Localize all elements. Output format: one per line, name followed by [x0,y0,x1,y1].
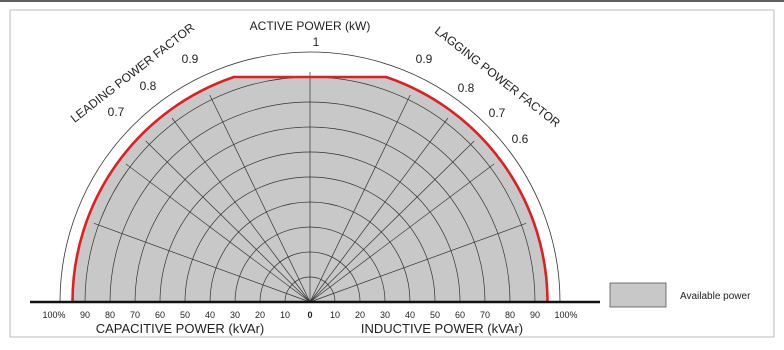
pf-radial-line [209,94,311,303]
legend-label: Available power [680,291,751,302]
tick-label: 70 [480,310,490,320]
tick-label: 20 [355,310,365,320]
tick-label: 20 [255,310,265,320]
tick-label: 50 [180,310,190,320]
tick-label: 90 [530,310,540,320]
bottom-tick-labels: 100% 90 80 70 60 50 40 30 20 10 0 10 20 30 40 50 60 70 80 9… [42,310,577,320]
active-power-max-label: 1 [313,35,320,49]
lagging-pf-label-0.7: 0.7 [489,106,506,120]
leading-pf-label-0.9: 0.9 [182,52,199,66]
legend: Available power [609,282,751,308]
tick-label: 40 [205,310,215,320]
tick-label: 80 [505,310,515,320]
pf-radial-line [309,140,475,303]
active-power-label: ACTIVE POWER (kW) [250,19,371,33]
legend-swatch [609,282,667,308]
tick-label: 90 [80,310,90,320]
lagging-pf-label-0.6: 0.6 [512,132,529,146]
tick-label: 30 [230,310,240,320]
diagram-border [9,9,775,338]
tick-label: 80 [105,310,115,320]
tick-label-zero: 0 [307,310,312,320]
tick-label: 10 [280,310,290,320]
pf-radial-line [309,94,411,303]
pf-radial-line [145,140,311,303]
tick-label: 70 [130,310,140,320]
tick-label: 30 [380,310,390,320]
pf-radial-line [309,117,449,303]
tick-label: 50 [430,310,440,320]
pf-radial-line [93,223,311,303]
lagging-pf-label-0.9: 0.9 [416,52,433,66]
tick-label: 10 [330,310,340,320]
tick-label: 60 [155,310,165,320]
pf-radial-line [309,223,527,303]
inductive-power-label: INDUCTIVE POWER (kVAr) [361,321,523,336]
tick-label: 60 [455,310,465,320]
tick-label: 100% [554,310,577,320]
leading-pf-label-0.7: 0.7 [108,105,125,119]
outer-arc [59,51,561,303]
tick-label: 100% [42,310,65,320]
pf-radial-line [309,163,495,303]
lagging-pf-label-0.8: 0.8 [458,81,475,95]
pf-radial-line [171,117,311,303]
available-power-limit-line [71,75,549,303]
tick-label: 40 [405,310,415,320]
pf-radial-line [125,163,311,303]
capacitive-power-label: CAPACITIVE POWER (kVAr) [96,321,265,336]
leading-pf-label-0.8: 0.8 [140,79,157,93]
